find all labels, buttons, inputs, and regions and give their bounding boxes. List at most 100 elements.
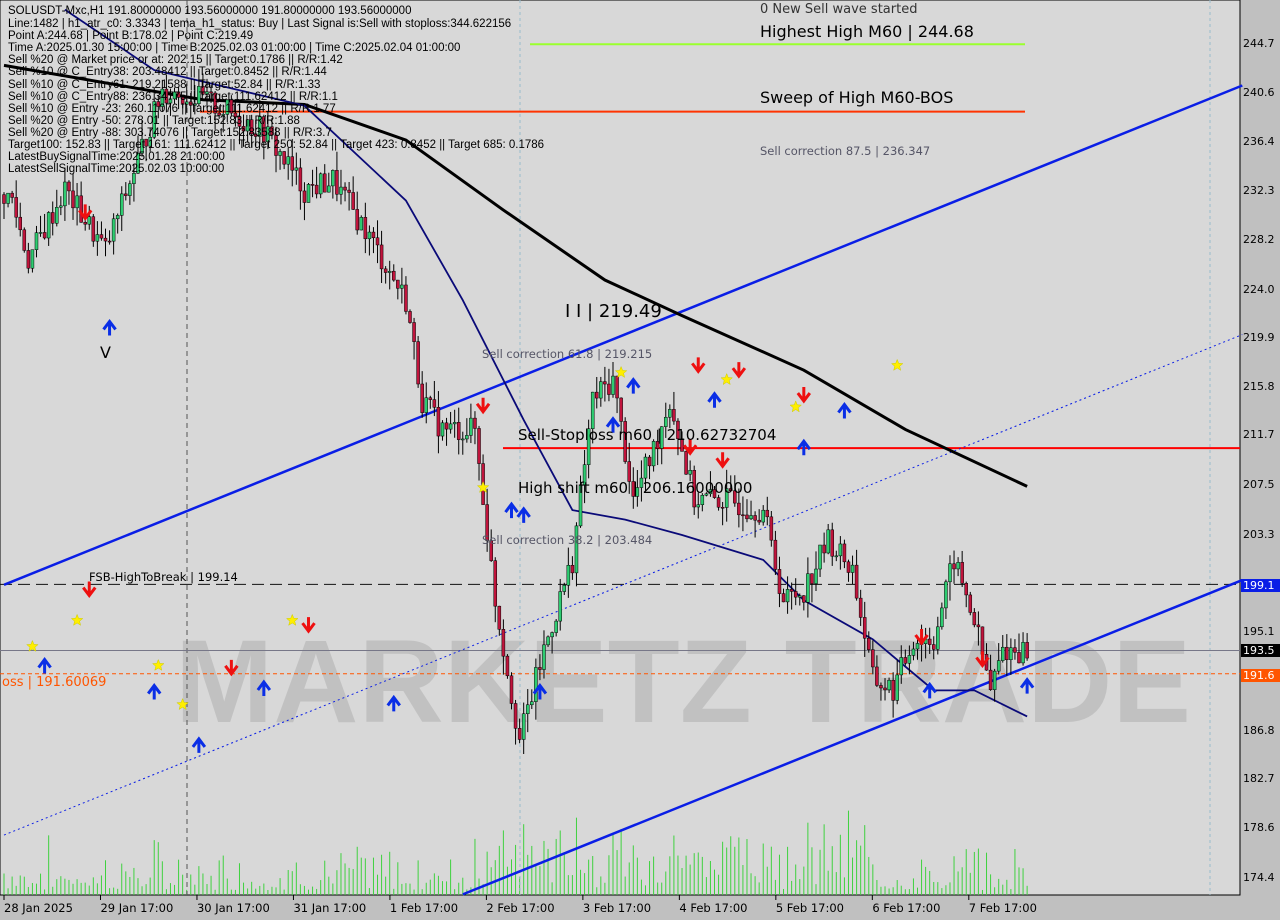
candle-body [655, 441, 660, 449]
candle-body [599, 381, 603, 399]
candle-body [895, 674, 899, 701]
price-tick-label: 186.8 [1243, 723, 1275, 737]
candle-body [554, 620, 558, 633]
candle-body [424, 397, 428, 413]
candle-body [38, 232, 43, 234]
candle-body [213, 92, 217, 114]
time-tick-label: 2 Feb 17:00 [486, 901, 555, 915]
candle-body [818, 544, 822, 570]
price-tick-label: 182.7 [1243, 772, 1275, 786]
star-icon [890, 358, 904, 371]
star-icon [789, 400, 803, 413]
candle-body [521, 713, 526, 740]
price-tick-label: 215.8 [1243, 379, 1275, 393]
v-mark: V [100, 343, 111, 362]
candle-body [83, 222, 87, 225]
sell-arrow-icon [682, 439, 698, 456]
buy-arrow-icon [1019, 677, 1035, 694]
candle-body [1005, 646, 1009, 661]
candle-body [793, 591, 798, 598]
candle-body [854, 564, 859, 599]
candle-body [680, 438, 684, 452]
candle-body [607, 383, 611, 395]
buy-arrow-icon [626, 377, 641, 394]
candle-body [777, 569, 782, 594]
buy-arrow-icon [922, 681, 937, 699]
sell-arrow-icon [731, 362, 747, 379]
time-tick-label: 4 Feb 17:00 [679, 901, 748, 915]
candle-body [156, 101, 161, 107]
candle-body [124, 193, 128, 196]
candle-body [639, 477, 644, 488]
price-tick-label: 244.7 [1243, 37, 1275, 50]
candle-body [456, 422, 461, 440]
sell-arrow-icon [914, 629, 929, 646]
candle-body [262, 116, 266, 143]
candle-body [582, 464, 587, 485]
candle-body [111, 218, 116, 242]
candle-body [152, 101, 156, 138]
sweep-high-label: Sweep of High M60-BOS [760, 88, 954, 107]
candle-body [891, 679, 895, 701]
candle-body [574, 525, 579, 574]
price-tick-label: 178.6 [1243, 820, 1275, 834]
new-sell-wave-label: 0 New Sell wave started [760, 2, 918, 17]
star-icon [476, 480, 490, 493]
candle-body [306, 184, 311, 203]
candle-body [184, 101, 189, 105]
candle-body [347, 189, 351, 193]
candle-body [724, 488, 729, 508]
candle-body [379, 244, 384, 270]
candle-body [992, 670, 997, 690]
candle-body [367, 231, 372, 240]
candle-body [834, 555, 839, 558]
fsb-price-box: 199.1 [1241, 579, 1280, 592]
candle-body [988, 669, 993, 690]
candle-body [542, 644, 546, 670]
candle-body [517, 728, 522, 740]
star-icon [151, 658, 165, 671]
candle-body [26, 250, 31, 269]
time-tick-label: 29 Jan 17:00 [100, 901, 174, 915]
buy-arrow-icon [386, 694, 401, 712]
candle-body [217, 112, 221, 116]
candle-body [180, 97, 185, 105]
point-c-label: I I | 219.49 [565, 301, 662, 322]
candle-body [59, 205, 63, 208]
candle-body [50, 212, 55, 224]
candle-body [205, 91, 209, 95]
candle-body [1017, 652, 1021, 664]
candle-body [603, 381, 607, 385]
buy-arrow-icon [796, 438, 812, 456]
candle-body [119, 193, 124, 216]
indicator-lines [3, 8, 1243, 896]
candle-body [501, 629, 506, 657]
info-line: Sell %20 @ Entry -88: 303.74076 || Targe… [8, 126, 332, 139]
candle-body [749, 515, 753, 520]
buy-arrow-icon [837, 401, 852, 419]
price-tick-label: 174.4 [1243, 870, 1275, 884]
candle-body [814, 568, 818, 584]
symbol-line: SOLUSDT-Mxc,H1 191.80000000 193.56000000… [8, 5, 412, 17]
sell-arrow-icon [715, 452, 730, 469]
candle-body [172, 91, 177, 100]
candle-body [566, 565, 571, 586]
info-line: Target100: 152.83 || Target 161: 111.624… [8, 139, 545, 151]
candle-body [282, 151, 286, 165]
star-icon [70, 613, 84, 626]
candle-body [18, 216, 22, 231]
candle-body [672, 409, 676, 422]
candle-body [396, 279, 400, 289]
stoploss-label: oss | 191.60069 [2, 675, 107, 690]
candle-body [107, 240, 112, 243]
candle-body [339, 186, 343, 195]
candle-body [668, 409, 672, 418]
candle-body [193, 103, 197, 106]
candle-body [1013, 647, 1017, 653]
candle-body [968, 594, 973, 613]
candle-body [716, 497, 721, 508]
time-tick-label: 5 Feb 17:00 [775, 901, 844, 915]
sell-correction-618-label: Sell correction 61.8 | 219.215 [482, 347, 653, 361]
candle-body [643, 456, 648, 479]
